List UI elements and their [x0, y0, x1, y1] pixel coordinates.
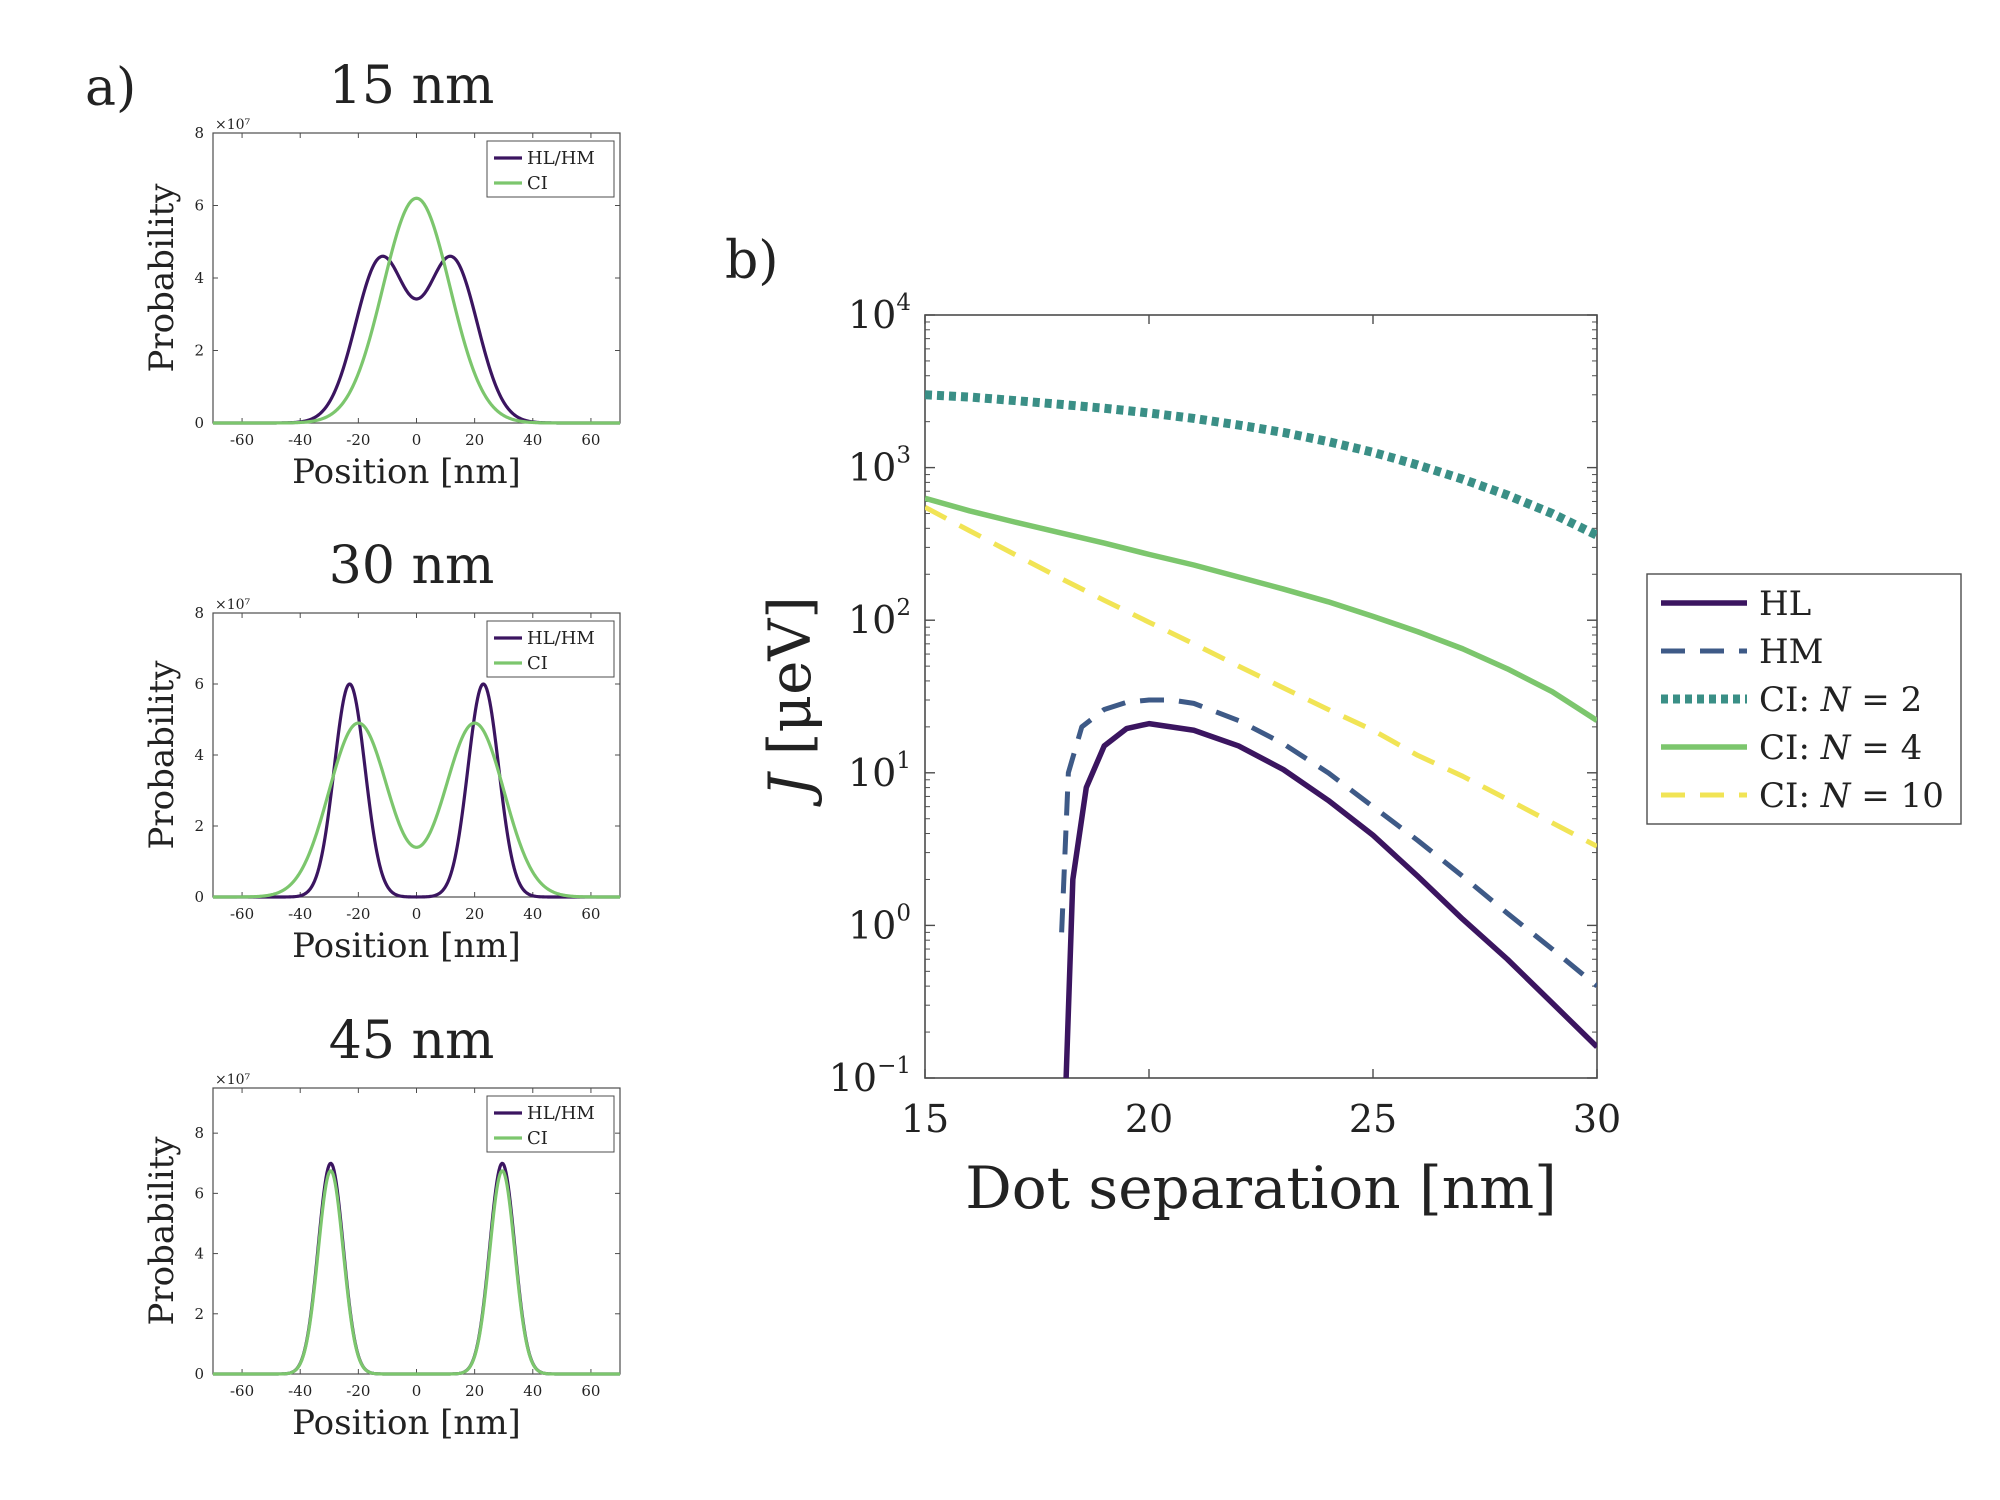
x-tick-label: 20: [1125, 1097, 1173, 1141]
panel-a-45nm-plot: 45 nm ×10⁷ -60 -40 -20 0 20 40 60 0 2 4 6 8 Position […: [142, 1011, 621, 1443]
y-tick-label: 8: [194, 604, 204, 622]
x-tick-label: -40: [288, 431, 312, 449]
axes-frame: [924, 314, 1598, 1079]
x-tick-label: -40: [288, 905, 312, 923]
x-tick-label: 15: [901, 1097, 949, 1141]
y-axis-label: Probability: [142, 183, 182, 373]
y-tick-label: 6: [194, 675, 204, 693]
x-tick-label: 20: [465, 431, 484, 449]
y-tick-label: 6: [194, 1184, 204, 1202]
y-tick-label: 4: [194, 746, 204, 764]
legend: HL HM CI: N = 2 CI: N = 4 CI: N = 10: [1646, 573, 1962, 825]
panel-b-exchange-plot: 15 20 25 30 10−1 100 101 102 103 104 Dot separatio…: [756, 290, 1962, 1222]
y-tick-label: 6: [194, 197, 204, 215]
legend-label-ci-n4: CI: N = 4: [1759, 728, 1922, 768]
y-tick-label: 2: [194, 1305, 204, 1323]
panel-a-label: a): [85, 58, 136, 118]
legend: HL/HM CI: [486, 620, 615, 678]
x-tick-label: 40: [523, 1382, 542, 1400]
y-tick-label: 103: [848, 443, 911, 490]
y-tick-label: 8: [194, 124, 204, 142]
legend: HL/HM CI: [486, 1095, 615, 1153]
series-hl: [1063, 720, 1597, 1078]
curve-ci: [212, 196, 621, 425]
panel-b-label: b): [725, 231, 779, 291]
x-axis-label: Position [nm]: [292, 452, 521, 492]
panel-a-30nm-plot: 30 nm ×10⁷ -60 -40 -20 0 20 40 60 0 2 4 6 8 Position […: [142, 536, 621, 966]
y-tick-label: 101: [848, 748, 911, 795]
x-tick-label: 60: [581, 1382, 600, 1400]
legend-label-ci-n2: CI: N = 2: [1759, 680, 1922, 720]
x-tick-label: -20: [346, 431, 370, 449]
x-tick-label: 0: [412, 905, 422, 923]
y-tick-label: 0: [194, 888, 204, 906]
x-tick-label: 60: [581, 905, 600, 923]
y-tick-label: 8: [194, 1124, 204, 1142]
legend-label-hl: HL: [1759, 584, 1811, 624]
x-axis-label: Dot separation [nm]: [965, 1154, 1556, 1222]
x-tick-label: 0: [412, 431, 422, 449]
y-scale-label: ×10⁷: [215, 597, 251, 613]
plot-title: 45 nm: [329, 1011, 495, 1071]
legend-box: [486, 1095, 615, 1153]
legend-box: [486, 140, 615, 198]
plot-title: 15 nm: [329, 56, 495, 116]
y-tick-label: 102: [848, 595, 911, 642]
legend-entry-hl-hm: HL/HM: [527, 1103, 595, 1124]
y-tick-label: 104: [848, 290, 911, 337]
x-tick-label: -60: [230, 431, 254, 449]
x-tick-label: -20: [346, 1382, 370, 1400]
x-axis-label: Position [nm]: [292, 926, 521, 966]
x-tick-label: 30: [1573, 1097, 1621, 1141]
x-tick-label: 20: [465, 905, 484, 923]
y-tick-label: 10−1: [829, 1053, 911, 1100]
plot-title: 30 nm: [329, 536, 495, 596]
curve-ci: [212, 721, 621, 899]
x-tick-label: 20: [465, 1382, 484, 1400]
curve-ci: [212, 1169, 621, 1376]
panel-a-15nm-plot: 15 nm ×10⁷ -60 -40 -20 0 20 40 60 0 2 4 6 8 Position […: [142, 56, 621, 492]
curve-hl-hm: [212, 682, 621, 899]
x-tick-label: -60: [230, 1382, 254, 1400]
x-tick-label: -40: [288, 1382, 312, 1400]
legend-box: [486, 620, 615, 678]
y-scale-label: ×10⁷: [215, 117, 251, 133]
legend-entry-ci: CI: [527, 173, 548, 194]
legend-label-ci-n10: CI: N = 10: [1759, 776, 1944, 816]
x-tick-label: 60: [581, 431, 600, 449]
x-axis-label: Position [nm]: [292, 1403, 521, 1443]
y-axis-label: Probability: [142, 1136, 182, 1326]
y-tick-label: 4: [194, 1245, 204, 1263]
series-ci-n4: [925, 495, 1597, 723]
y-tick-label: 100: [848, 900, 911, 947]
legend: HL/HM CI: [486, 140, 615, 198]
y-axis-label: J [μeV]: [756, 596, 824, 807]
x-tick-label: 40: [523, 431, 542, 449]
y-tick-label: 0: [194, 414, 204, 432]
x-tick-label: -60: [230, 905, 254, 923]
legend-entry-ci: CI: [527, 1128, 548, 1149]
y-scale-label: ×10⁷: [215, 1072, 251, 1088]
y-axis-label: Probability: [142, 660, 182, 850]
series-ci-n10: [925, 505, 1597, 849]
y-tick-label: 4: [194, 269, 204, 287]
legend-label-hm: HM: [1759, 632, 1823, 672]
legend-entry-hl-hm: HL/HM: [527, 148, 595, 169]
y-tick-label: 0: [194, 1365, 204, 1383]
series-ci-n2: [925, 390, 1597, 540]
x-tick-label: 25: [1349, 1097, 1397, 1141]
x-tick-label: 40: [523, 905, 542, 923]
x-tick-label: 0: [412, 1382, 422, 1400]
y-tick-label: 2: [194, 817, 204, 835]
legend-entry-ci: CI: [527, 653, 548, 674]
y-tick-label: 2: [194, 342, 204, 360]
legend-entry-hl-hm: HL/HM: [527, 628, 595, 649]
x-tick-label: -20: [346, 905, 370, 923]
series-hm: [1059, 697, 1597, 989]
